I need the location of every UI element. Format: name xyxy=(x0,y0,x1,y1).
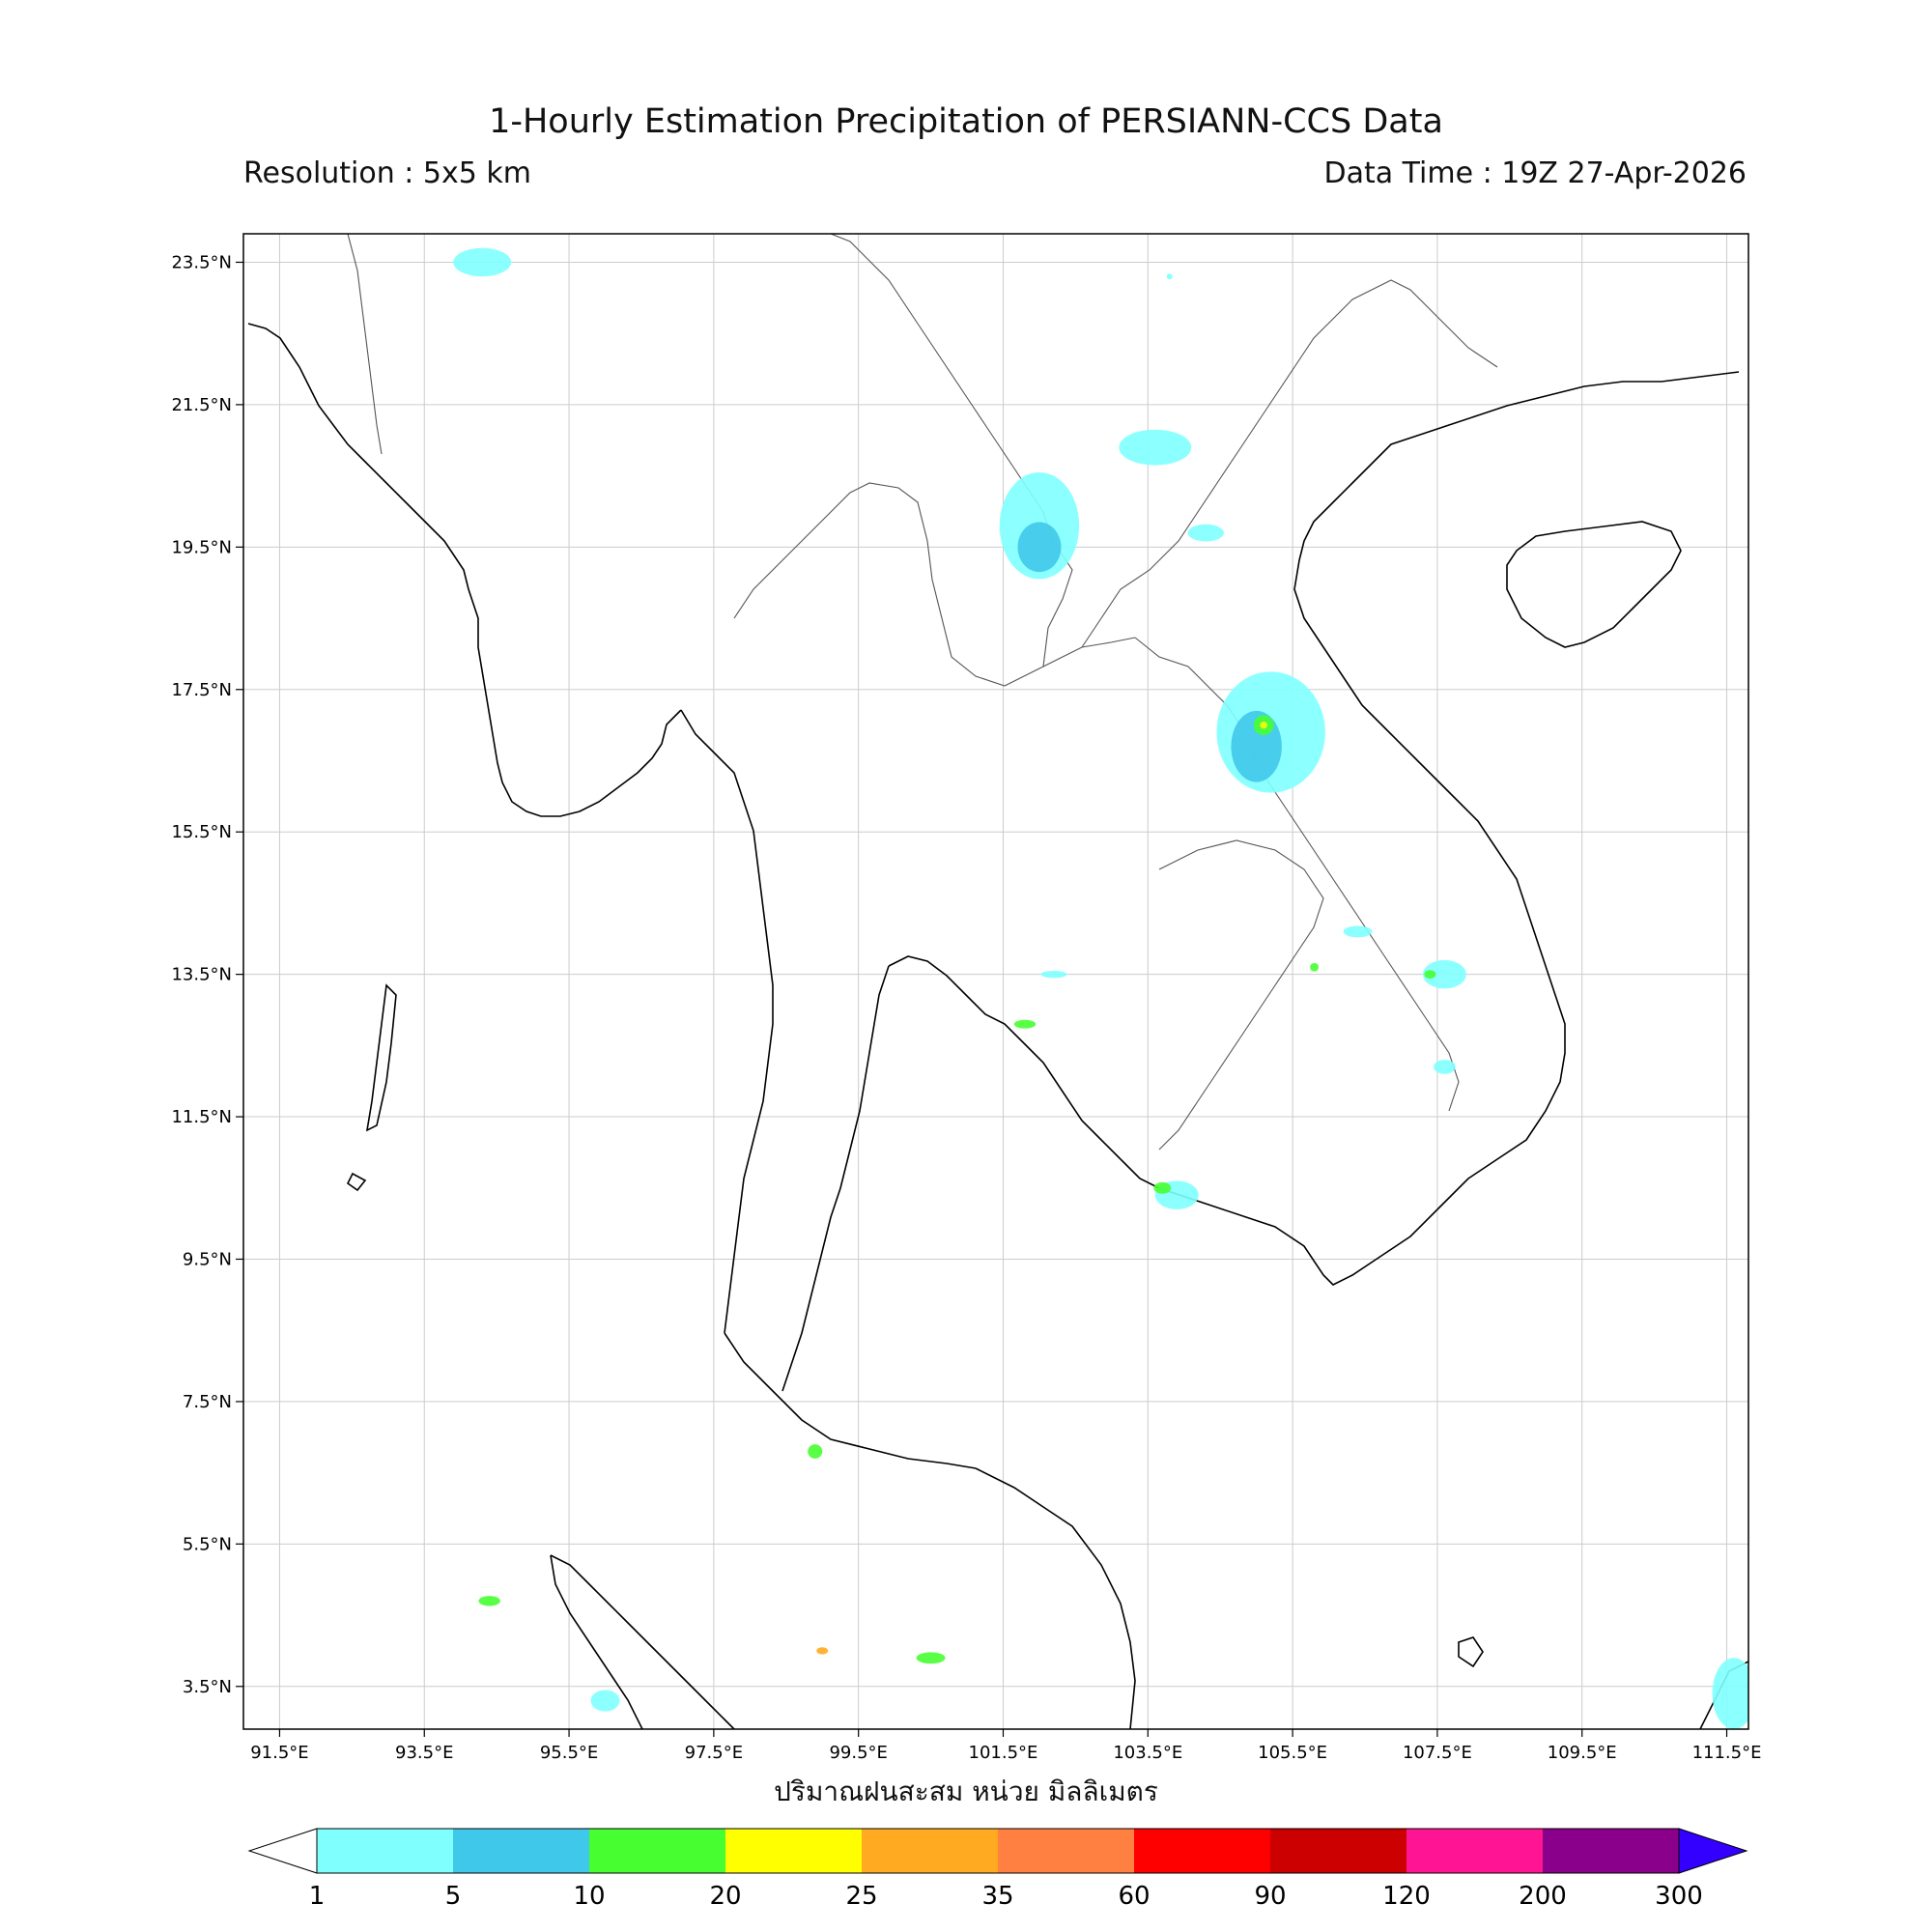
x-tick-label: 97.5°E xyxy=(685,1743,743,1763)
country-borders xyxy=(347,234,1498,1151)
border-cambodia xyxy=(1158,839,1324,1151)
colorbar-segment xyxy=(317,1829,454,1873)
coast-andaman-islands xyxy=(365,983,397,1132)
colorbar-tick-label: 60 xyxy=(1118,1882,1150,1911)
colorbar-segment xyxy=(589,1829,726,1873)
rain-cell xyxy=(1310,962,1320,972)
colorbar-segment xyxy=(1134,1829,1271,1873)
coast-hainan xyxy=(1506,521,1682,648)
x-tick-label: 109.5°E xyxy=(1548,1743,1617,1763)
coast-myanmar xyxy=(247,323,682,817)
coast-gulf xyxy=(888,955,1122,1160)
border-laos-vietnam xyxy=(1134,637,1460,1112)
coast-gulf-west xyxy=(781,965,890,1392)
border-china-vietnam xyxy=(1081,279,1498,648)
rain-cell xyxy=(1343,925,1373,938)
rain-cell xyxy=(1119,429,1192,466)
map-title: 1-Hourly Estimation Precipitation of PER… xyxy=(489,102,1443,141)
rain-cell xyxy=(1422,959,1466,989)
coast-sumatra xyxy=(550,1554,735,1729)
x-tick-label: 101.5°E xyxy=(969,1743,1038,1763)
border-laos-north xyxy=(830,234,1073,668)
colorbar-segment xyxy=(1543,1829,1680,1873)
coast-nicobar xyxy=(346,1172,367,1192)
colorbar: 1 5 10 20 25 35 60 90 120 200 300 xyxy=(247,1828,1748,1911)
x-tick-label: 107.5°E xyxy=(1403,1743,1472,1763)
rain-cells xyxy=(453,247,1748,1729)
colorbar-outline xyxy=(316,1828,1680,1874)
colorbar-tick-label: 90 xyxy=(1254,1882,1286,1911)
colorbar-tick-label: 25 xyxy=(845,1882,877,1911)
x-tick-label: 91.5°E xyxy=(250,1743,308,1763)
y-tick-label: 9.5°N xyxy=(183,1249,232,1269)
border-thai-myanmar xyxy=(733,482,1136,687)
rain-cell xyxy=(1424,970,1436,980)
coast-andaman xyxy=(680,709,774,1334)
y-tick-label: 23.5°N xyxy=(171,252,232,272)
resolution-label: Resolution : 5x5 km xyxy=(243,156,531,190)
colorbar-tick-label: 20 xyxy=(709,1882,741,1911)
rain-cell xyxy=(1013,1019,1037,1029)
x-tick-label: 105.5°E xyxy=(1258,1743,1327,1763)
rain-cell xyxy=(916,1652,946,1664)
map-frame xyxy=(242,233,1749,1730)
rain-cell xyxy=(1187,524,1224,542)
rain-cell xyxy=(478,1596,500,1606)
y-tick-label: 11.5°N xyxy=(171,1107,232,1127)
y-tick-label: 19.5°N xyxy=(171,537,232,557)
y-tick-label: 21.5°N xyxy=(171,395,232,415)
rain-cell xyxy=(1153,1181,1172,1194)
colorbar-tick-label: 1 xyxy=(309,1882,326,1911)
colorbar-segment xyxy=(725,1829,863,1873)
border-india-myanmar xyxy=(347,234,383,455)
colorbar-segment xyxy=(453,1829,590,1873)
rain-cell xyxy=(816,1647,829,1655)
rain-cell xyxy=(1434,1060,1456,1074)
graticule xyxy=(243,234,1748,1729)
rain-cell xyxy=(1017,522,1062,573)
y-tick-label: 5.5°N xyxy=(183,1534,232,1554)
colorbar-tick-label: 300 xyxy=(1655,1882,1703,1911)
data-time-label: Data Time : 19Z 27-Apr-2026 xyxy=(1323,156,1747,190)
colorbar-segment xyxy=(862,1829,999,1873)
units-label: ปริมาณฝนสะสม หน่วย มิลลิเมตร xyxy=(774,1776,1158,1807)
rain-cell xyxy=(808,1444,823,1459)
colorbar-segment xyxy=(998,1829,1135,1873)
colorbar-tick-label: 200 xyxy=(1519,1882,1567,1911)
colorbar-tick-label: 5 xyxy=(445,1882,462,1911)
colorbar-tick-label: 35 xyxy=(981,1882,1013,1911)
rain-cell xyxy=(590,1690,620,1712)
x-tick-label: 103.5°E xyxy=(1113,1743,1182,1763)
rain-cell xyxy=(1040,970,1067,979)
rain-cell xyxy=(1260,721,1267,729)
colorbar-segment xyxy=(1406,1829,1544,1873)
x-tick-label: 95.5°E xyxy=(540,1743,598,1763)
colorbar-tick-label: 120 xyxy=(1382,1882,1431,1911)
colorbar-under-arrow xyxy=(247,1828,318,1874)
rain-cell xyxy=(1712,1658,1748,1729)
y-tick-label: 15.5°N xyxy=(171,822,232,842)
y-tick-label: 13.5°N xyxy=(171,965,232,985)
coastlines xyxy=(247,323,1748,1729)
x-tick-label: 99.5°E xyxy=(829,1743,887,1763)
coast-peninsula xyxy=(724,1332,977,1469)
y-tick-label: 17.5°N xyxy=(171,680,232,700)
rain-cell xyxy=(1166,273,1173,280)
coast-peninsula-east xyxy=(975,1467,1136,1729)
colorbar-over-arrow xyxy=(1678,1828,1748,1874)
colorbar-tick-label: 10 xyxy=(573,1882,605,1911)
coast-vietnam xyxy=(1120,371,1740,1286)
longitude-ticks: 91.5°E 93.5°E 95.5°E 97.5°E 99.5°E 101.5°E 103… xyxy=(250,1729,1761,1763)
y-tick-label: 7.5°N xyxy=(183,1392,232,1412)
rain-cell xyxy=(453,247,512,277)
x-tick-label: 111.5°E xyxy=(1692,1743,1762,1763)
coast-malaya-island xyxy=(1458,1636,1484,1668)
y-tick-label: 3.5°N xyxy=(183,1677,232,1697)
coast-sumatra-east xyxy=(550,1554,643,1729)
colorbar-segment xyxy=(1270,1829,1407,1873)
x-tick-label: 93.5°E xyxy=(395,1743,453,1763)
latitude-ticks: 23.5°N 21.5°N 19.5°N 17.5°N 15.5°N 13.5°N 11.5… xyxy=(171,252,243,1697)
